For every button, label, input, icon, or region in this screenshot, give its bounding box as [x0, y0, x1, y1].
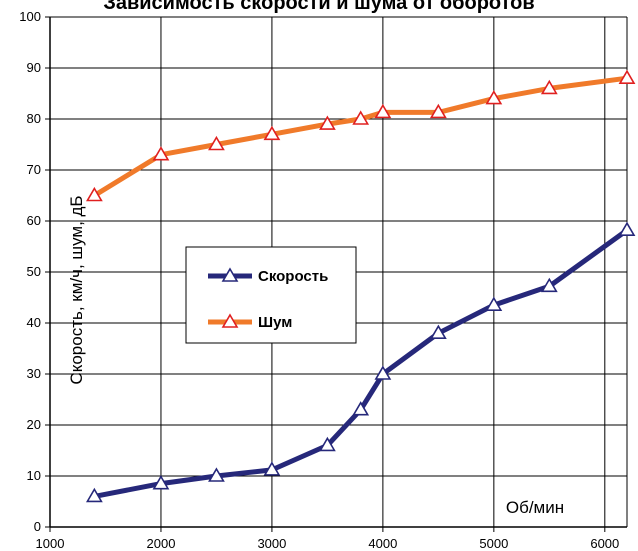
legend-label-speed: Скорость	[258, 268, 328, 285]
series-layer	[85, 69, 636, 503]
y-tick-label: 0	[34, 519, 41, 534]
y-tick-label: 10	[27, 468, 41, 483]
y-tick-label: 20	[27, 417, 41, 432]
data-point-speed	[618, 221, 636, 236]
legend-box	[185, 246, 357, 344]
data-point-speed	[429, 324, 447, 340]
y-tick-label: 80	[27, 111, 41, 126]
series-line-noise	[91, 75, 630, 198]
x-tick-label: 1000	[36, 536, 65, 551]
x-tick-label: 6000	[590, 536, 619, 551]
chart-title: Зависимость скорости и шума от оборотов	[103, 0, 535, 14]
y-tick-label: 50	[27, 264, 41, 279]
x-tick-label: 5000	[479, 536, 508, 551]
data-point-noise	[263, 125, 281, 141]
data-point-speed	[85, 487, 103, 503]
data-point-noise	[352, 110, 370, 125]
data-point-speed	[352, 401, 370, 416]
data-point-noise	[319, 115, 336, 130]
data-point-noise	[208, 135, 225, 151]
data-point-noise	[485, 90, 503, 105]
data-point-speed	[374, 365, 392, 380]
series-line-speed	[91, 227, 630, 499]
data-point-speed	[208, 467, 225, 482]
data-point-noise	[85, 186, 103, 202]
y-tick-label: 30	[27, 366, 41, 381]
x-tick-label: 4000	[368, 536, 397, 551]
data-point-noise	[429, 103, 447, 119]
data-point-noise	[374, 103, 392, 119]
y-tick-label: 40	[27, 315, 41, 330]
legend-swatch-noise-marker	[221, 313, 239, 328]
y-tick-label: 70	[27, 162, 41, 177]
data-point-speed	[540, 277, 558, 293]
y-tick-label: 90	[27, 60, 41, 75]
data-point-noise	[152, 146, 170, 161]
y-axis-label: Скорость, км/ч, шум, дБ	[67, 195, 86, 384]
x-axis-label: Об/мин	[506, 498, 564, 517]
y-tick-labels: 0 10 20 30 40 50 60 70 80 90 100	[19, 9, 41, 534]
data-point-noise	[540, 79, 558, 95]
legend-swatch-speed-marker	[221, 267, 239, 282]
data-point-speed	[319, 436, 336, 452]
legend: Скорость Шум	[185, 246, 357, 344]
axes	[45, 16, 628, 532]
y-tick-label: 60	[27, 213, 41, 228]
x-tick-label: 2000	[147, 536, 176, 551]
y-tick-label: 100	[19, 9, 41, 24]
data-point-noise	[618, 69, 636, 84]
legend-label-noise: Шум	[258, 314, 292, 331]
data-point-speed	[152, 475, 170, 490]
data-point-speed	[485, 296, 503, 311]
x-tick-label: 3000	[257, 536, 286, 551]
data-point-speed	[263, 461, 281, 476]
x-tick-labels: 1000 2000 3000 4000 5000 6000	[36, 536, 620, 551]
